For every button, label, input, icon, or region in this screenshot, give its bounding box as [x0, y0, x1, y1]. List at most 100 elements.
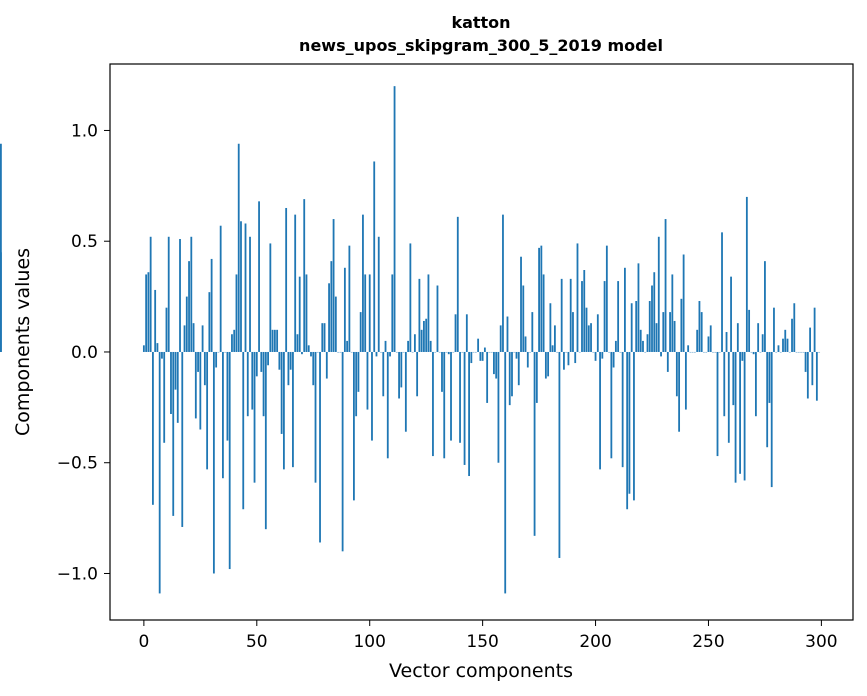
bar-96 — [359, 312, 362, 352]
bar-46 — [246, 351, 249, 417]
bar-169 — [524, 336, 527, 352]
bar-198 — [590, 323, 592, 352]
bar-104 — [377, 236, 380, 352]
bar-67 — [294, 214, 297, 352]
bar-120 — [413, 334, 416, 352]
chart-title: katton — [451, 13, 510, 32]
bar-228 — [657, 236, 660, 352]
x-tick-label: 250 — [692, 632, 724, 652]
bar-9 — [163, 351, 166, 443]
bar-100 — [368, 274, 371, 352]
bar-270 — [752, 351, 755, 355]
bar-202 — [599, 351, 601, 470]
bar-241 — [687, 345, 690, 352]
bar-219 — [637, 263, 640, 352]
bar-12 — [170, 351, 172, 414]
bar-118 — [409, 243, 412, 352]
bar-271 — [754, 351, 757, 417]
bar-156 — [495, 351, 498, 379]
bar-26 — [201, 325, 204, 352]
bar-173 — [533, 351, 536, 536]
bar-182 — [553, 325, 556, 352]
bar-239 — [682, 254, 685, 352]
bar-150 — [481, 351, 484, 361]
bar-143 — [465, 314, 468, 352]
bar-3 — [149, 236, 152, 352]
bar-undefined — [0, 143, 2, 352]
bar-272 — [757, 323, 760, 352]
bar-48 — [251, 351, 254, 410]
bar-208 — [612, 351, 615, 368]
bar-204 — [603, 281, 606, 352]
bar-247 — [700, 312, 703, 352]
bar-31 — [212, 351, 215, 574]
bar-21 — [190, 236, 193, 352]
y-tick-label: −0.5 — [57, 454, 98, 474]
bar-23 — [194, 351, 197, 419]
bar-218 — [635, 301, 638, 352]
bar-111 — [393, 86, 396, 352]
bar-42 — [237, 143, 240, 352]
bar-8 — [161, 351, 163, 359]
bar-256 — [721, 232, 723, 352]
bar-214 — [626, 351, 629, 510]
bar-151 — [483, 347, 486, 352]
bar-259 — [727, 351, 730, 443]
bar-52 — [260, 351, 263, 372]
bar-76 — [314, 351, 317, 483]
bar-157 — [497, 351, 500, 463]
bar-54 — [264, 351, 267, 530]
bar-294 — [806, 351, 809, 399]
bar-49 — [253, 351, 256, 483]
bar-285 — [786, 338, 789, 352]
bar-221 — [642, 340, 644, 352]
x-tick-label: 200 — [579, 632, 611, 652]
bar-24 — [197, 351, 199, 372]
bar-261 — [732, 351, 735, 406]
bar-209 — [614, 340, 617, 352]
bar-47 — [249, 236, 251, 352]
bar-265 — [741, 351, 744, 361]
bar-210 — [617, 281, 620, 352]
x-tick-label: 0 — [138, 632, 149, 652]
bar-293 — [804, 351, 807, 372]
bar-16 — [179, 239, 181, 352]
bar-230 — [662, 312, 665, 352]
bar-109 — [389, 351, 391, 357]
bar-258 — [725, 332, 728, 352]
bar-266 — [743, 351, 746, 481]
bar-66 — [292, 351, 294, 468]
bar-240 — [684, 351, 687, 410]
bar-123 — [420, 329, 423, 352]
bar-174 — [535, 351, 538, 403]
bar-83 — [330, 261, 333, 352]
bar-262 — [734, 351, 737, 483]
bar-288 — [793, 303, 796, 352]
bar-279 — [773, 307, 775, 352]
bar-165 — [515, 351, 518, 359]
bar-61 — [280, 351, 283, 434]
bar-158 — [499, 325, 502, 352]
bar-102 — [373, 161, 376, 352]
bar-62 — [282, 351, 285, 470]
bar-103 — [375, 351, 378, 357]
bar-121 — [416, 351, 419, 397]
bar-63 — [285, 207, 288, 352]
bar-27 — [203, 351, 206, 386]
bar-56 — [269, 243, 272, 352]
bar-201 — [596, 314, 599, 352]
bar-35 — [222, 351, 224, 479]
bar-197 — [587, 325, 590, 352]
bar-106 — [382, 351, 385, 397]
bar-93 — [353, 351, 355, 501]
bar-5 — [154, 289, 157, 352]
bar-287 — [791, 318, 793, 352]
bar-107 — [384, 340, 387, 352]
bar-233 — [669, 312, 671, 352]
bar-132 — [441, 351, 443, 392]
bar-245 — [696, 329, 699, 352]
bar-58 — [273, 329, 276, 352]
bar-250 — [707, 336, 710, 352]
bar-140 — [459, 351, 461, 443]
bar-108 — [386, 351, 389, 459]
